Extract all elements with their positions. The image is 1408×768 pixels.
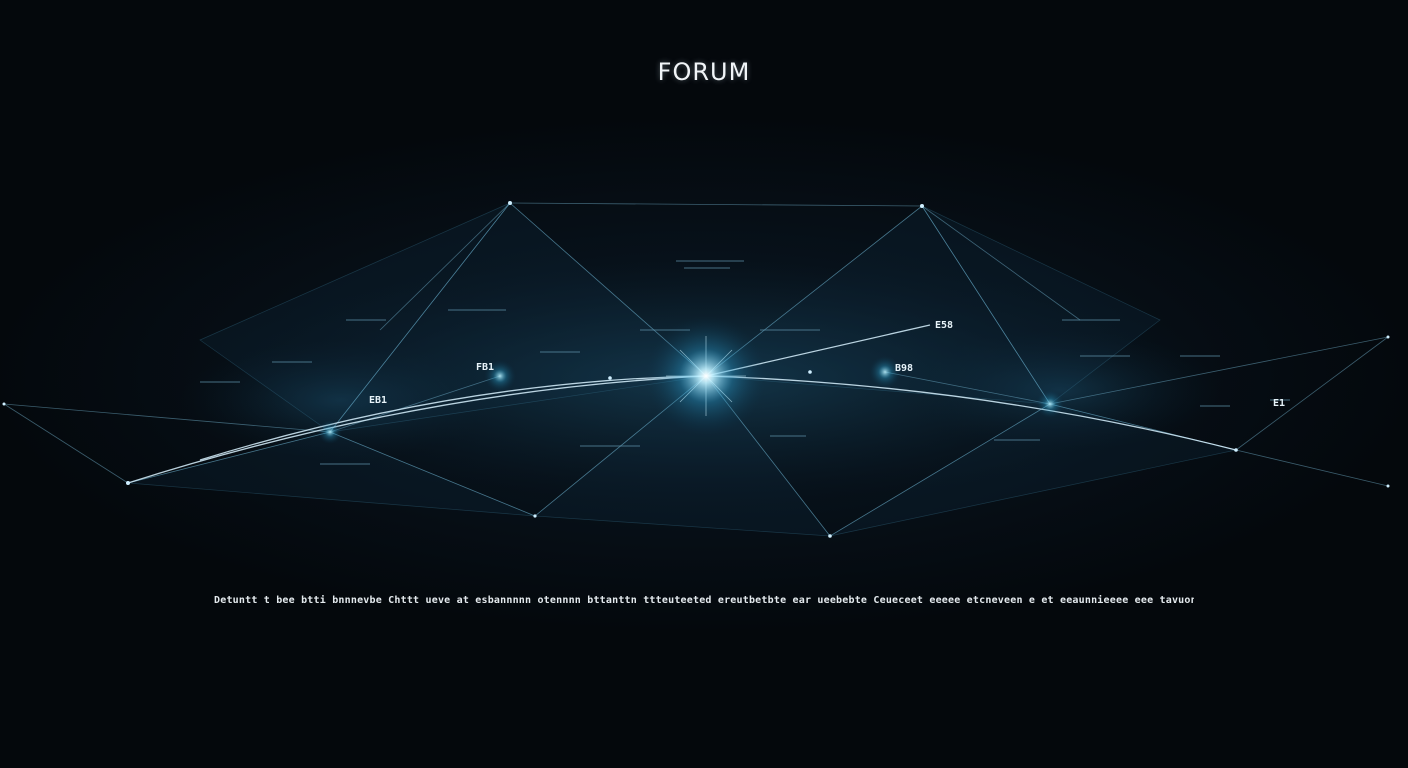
node-glow-left [484, 360, 516, 392]
node-labels: FB1 EB1 E58 B98 E1 [369, 320, 1285, 409]
node-glow-right [869, 356, 901, 388]
node-label: EB1 [369, 395, 387, 406]
node-label: E1 [1273, 398, 1285, 409]
node-glow-far-left [318, 420, 342, 444]
haze-left [180, 340, 500, 460]
page-title: FORUM [657, 58, 751, 86]
node-label: B98 [895, 363, 913, 374]
mesh-polygons [127, 202, 1237, 537]
data-text-clusters [200, 260, 1290, 465]
node-label: E58 [935, 320, 953, 331]
central-glow [646, 316, 766, 436]
node-label: FB1 [476, 362, 494, 373]
node-glow-far-right [1036, 390, 1064, 418]
network-lines [3, 202, 1389, 537]
haze-right [900, 330, 1220, 450]
caption-text: Detuntt t bee btti bnnnevbe Chttt ueve a… [214, 595, 1194, 606]
network-nodes [2, 201, 1390, 538]
